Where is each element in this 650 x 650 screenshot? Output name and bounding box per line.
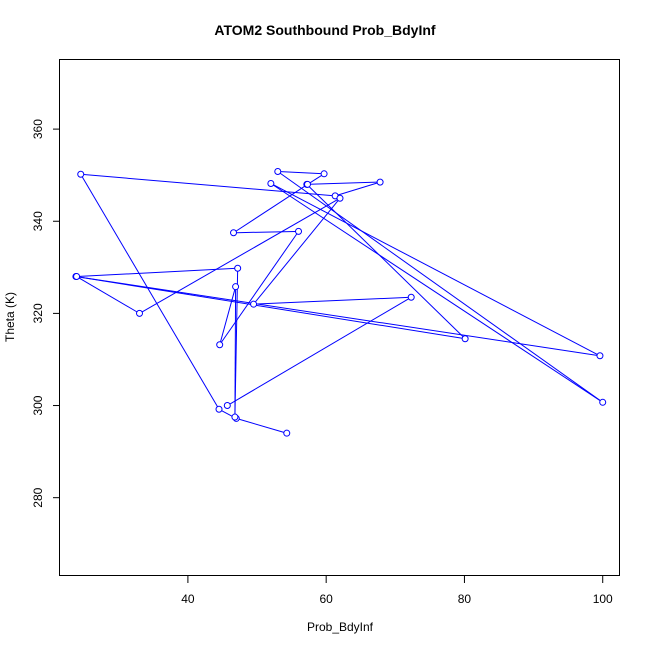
series-segment [79,267,235,277]
series-segment [273,184,601,402]
data-point [77,170,85,178]
x-tick-label: 80 [458,592,472,606]
series-segment [309,174,322,184]
data-point [136,309,144,317]
data-point [461,335,469,343]
y-axis: 280 300 320 340 360 [31,119,60,508]
plot-frame [59,59,620,576]
series-segment [81,176,218,407]
data-point [73,273,81,281]
series-segment [236,230,296,234]
data-point [376,178,384,186]
series-segment [220,289,236,342]
series-segment [255,200,339,303]
series-segment [141,199,338,313]
data-point [223,402,231,410]
series-segment [337,182,378,196]
series-segment [229,298,409,405]
y-axis-label: Theta (K) [3,292,17,342]
series-segment [308,186,464,337]
series-segment [234,271,239,415]
series-segment [78,276,463,339]
y-tick-label: 340 [31,211,45,231]
series-segment [239,418,285,433]
series-segment [279,172,601,401]
x-axis: 40 60 80 100 [181,576,613,606]
data-point [216,341,224,349]
data-point [232,283,240,291]
data-point [295,227,303,235]
data-point [267,179,275,187]
x-axis-label: Prob_BdyInf [307,620,374,634]
data-point [407,293,415,301]
chart-title: ATOM2 Southbound Prob_BdyInf [214,22,435,38]
y-tick-label: 300 [31,395,45,415]
y-tick-label: 360 [31,119,45,139]
series-segment [309,181,378,185]
data-point [596,352,604,360]
data-point [230,229,238,237]
y-tick-label: 320 [31,303,45,323]
data-point [283,429,291,437]
series-layer [72,167,607,437]
x-tick-label: 60 [319,592,333,606]
data-point [231,413,239,421]
series-segment [273,184,598,355]
series-segment [280,171,322,175]
data-point [234,264,242,272]
series-segment [221,233,298,343]
series-segment [235,185,306,232]
series-segment [256,296,409,305]
data-point [599,398,607,406]
data-point [320,170,328,178]
series-segment [83,174,333,197]
data-point [215,405,223,413]
y-tick-label: 280 [31,487,45,507]
data-point [304,180,312,188]
x-tick-label: 100 [593,592,613,606]
series-segment [78,277,138,313]
data-point [274,167,282,175]
data-point [250,300,258,308]
series-segment [78,276,598,356]
data-point [336,194,344,202]
x-tick-label: 40 [181,592,195,606]
